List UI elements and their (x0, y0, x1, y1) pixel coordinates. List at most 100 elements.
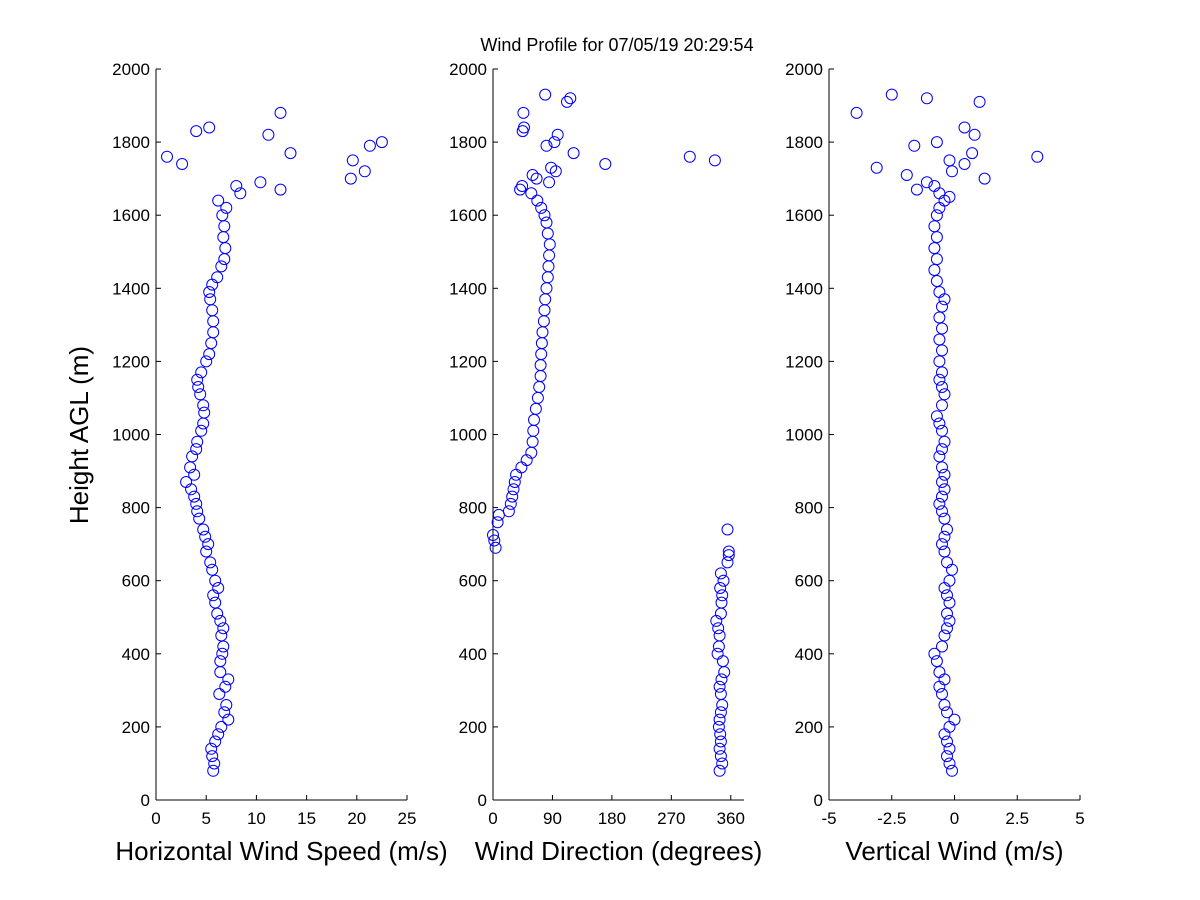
data-point (215, 629, 228, 642)
data-point (938, 512, 951, 525)
data-point (714, 688, 727, 700)
data-point (968, 128, 981, 141)
data-point (517, 106, 530, 119)
data-point (938, 293, 951, 306)
data-point (491, 516, 504, 529)
data-point (941, 622, 953, 635)
data-point (711, 647, 724, 660)
data-point (206, 750, 219, 763)
data-point (933, 355, 946, 368)
data-point (713, 680, 726, 693)
data-point (941, 750, 953, 763)
data-point (206, 304, 219, 317)
data-point (938, 435, 951, 448)
data-point (204, 556, 217, 569)
data-point (930, 410, 943, 423)
data-point (527, 424, 540, 437)
data-point (551, 128, 564, 141)
x-tick-label: 10 (247, 809, 266, 828)
data-point (716, 655, 729, 668)
y-tick-label: 1200 (112, 352, 150, 371)
y-tick-label: 1200 (449, 352, 487, 371)
data-point (933, 497, 946, 510)
data-point (936, 688, 948, 700)
data-point (1031, 150, 1044, 163)
data-point (518, 121, 530, 134)
chart-title: Wind Profile for 07/05/19 20:29:54 (480, 35, 753, 55)
data-point (188, 468, 201, 481)
y-tick-label: 1000 (785, 426, 823, 445)
y-tick-label: 1400 (112, 279, 150, 298)
data-point (966, 147, 979, 160)
data-point (599, 158, 612, 170)
y-tick-label: 2000 (785, 60, 823, 79)
data-point (214, 666, 227, 679)
data-point (230, 180, 243, 192)
data-point (358, 165, 371, 178)
y-tick-label: 400 (459, 645, 487, 664)
x-axis-label: Horizontal Wind Speed (m/s) (115, 836, 447, 866)
data-point (714, 735, 727, 748)
data-point (274, 183, 287, 196)
data-point (346, 154, 359, 167)
data-point (186, 450, 199, 463)
data-point (502, 505, 515, 518)
data-point (933, 450, 946, 463)
data-point (928, 220, 941, 233)
data-point (936, 476, 948, 488)
data-point (507, 483, 520, 496)
data-point (191, 435, 204, 448)
data-point (530, 172, 543, 185)
data-point (978, 172, 991, 185)
data-point (525, 187, 538, 200)
data-point (541, 227, 554, 240)
data-point (191, 505, 204, 518)
data-point (205, 337, 218, 350)
data-point (941, 523, 953, 536)
data-point (900, 169, 913, 181)
data-point (933, 201, 946, 214)
data-point (215, 260, 228, 273)
data-point (545, 161, 558, 174)
data-point (938, 673, 951, 686)
data-point (722, 549, 735, 562)
data-point (214, 614, 227, 627)
data-point (714, 582, 727, 594)
data-point (933, 286, 946, 298)
data-point (533, 381, 546, 393)
data-point (190, 125, 203, 138)
data-point (529, 402, 542, 415)
data-point (936, 538, 948, 551)
data-point (531, 194, 544, 207)
y-tick-label: 1000 (112, 426, 150, 445)
data-point (910, 183, 923, 196)
y-tick-label: 1800 (785, 133, 823, 152)
y-tick-label: 600 (459, 572, 487, 591)
data-point (936, 640, 948, 653)
data-point (220, 699, 233, 711)
x-tick-label: 180 (598, 809, 626, 828)
data-point (936, 344, 948, 357)
data-point (708, 154, 721, 167)
y-tick-label: 600 (122, 572, 150, 591)
data-point (948, 713, 961, 726)
data-point (714, 728, 727, 741)
data-point (716, 589, 729, 602)
panel-wind-direction: 0 200 400 600 800 1000 1200 1400 1600 1800 2000 0 90… (449, 60, 762, 866)
data-point (933, 333, 946, 346)
data-point (973, 95, 986, 108)
data-point (234, 187, 247, 200)
x-tick-label: 0 (488, 809, 497, 828)
x-tick-label: -2.5 (877, 809, 906, 828)
data-point (535, 201, 548, 214)
data-point (561, 95, 573, 108)
data-point (528, 413, 540, 426)
data-point (531, 391, 544, 404)
y-tick-label: 1600 (785, 206, 823, 225)
data-point (284, 147, 297, 160)
data-point (936, 399, 948, 412)
data-point (539, 293, 552, 306)
data-point (217, 231, 230, 244)
data-point (508, 476, 521, 488)
data-point (197, 523, 210, 536)
